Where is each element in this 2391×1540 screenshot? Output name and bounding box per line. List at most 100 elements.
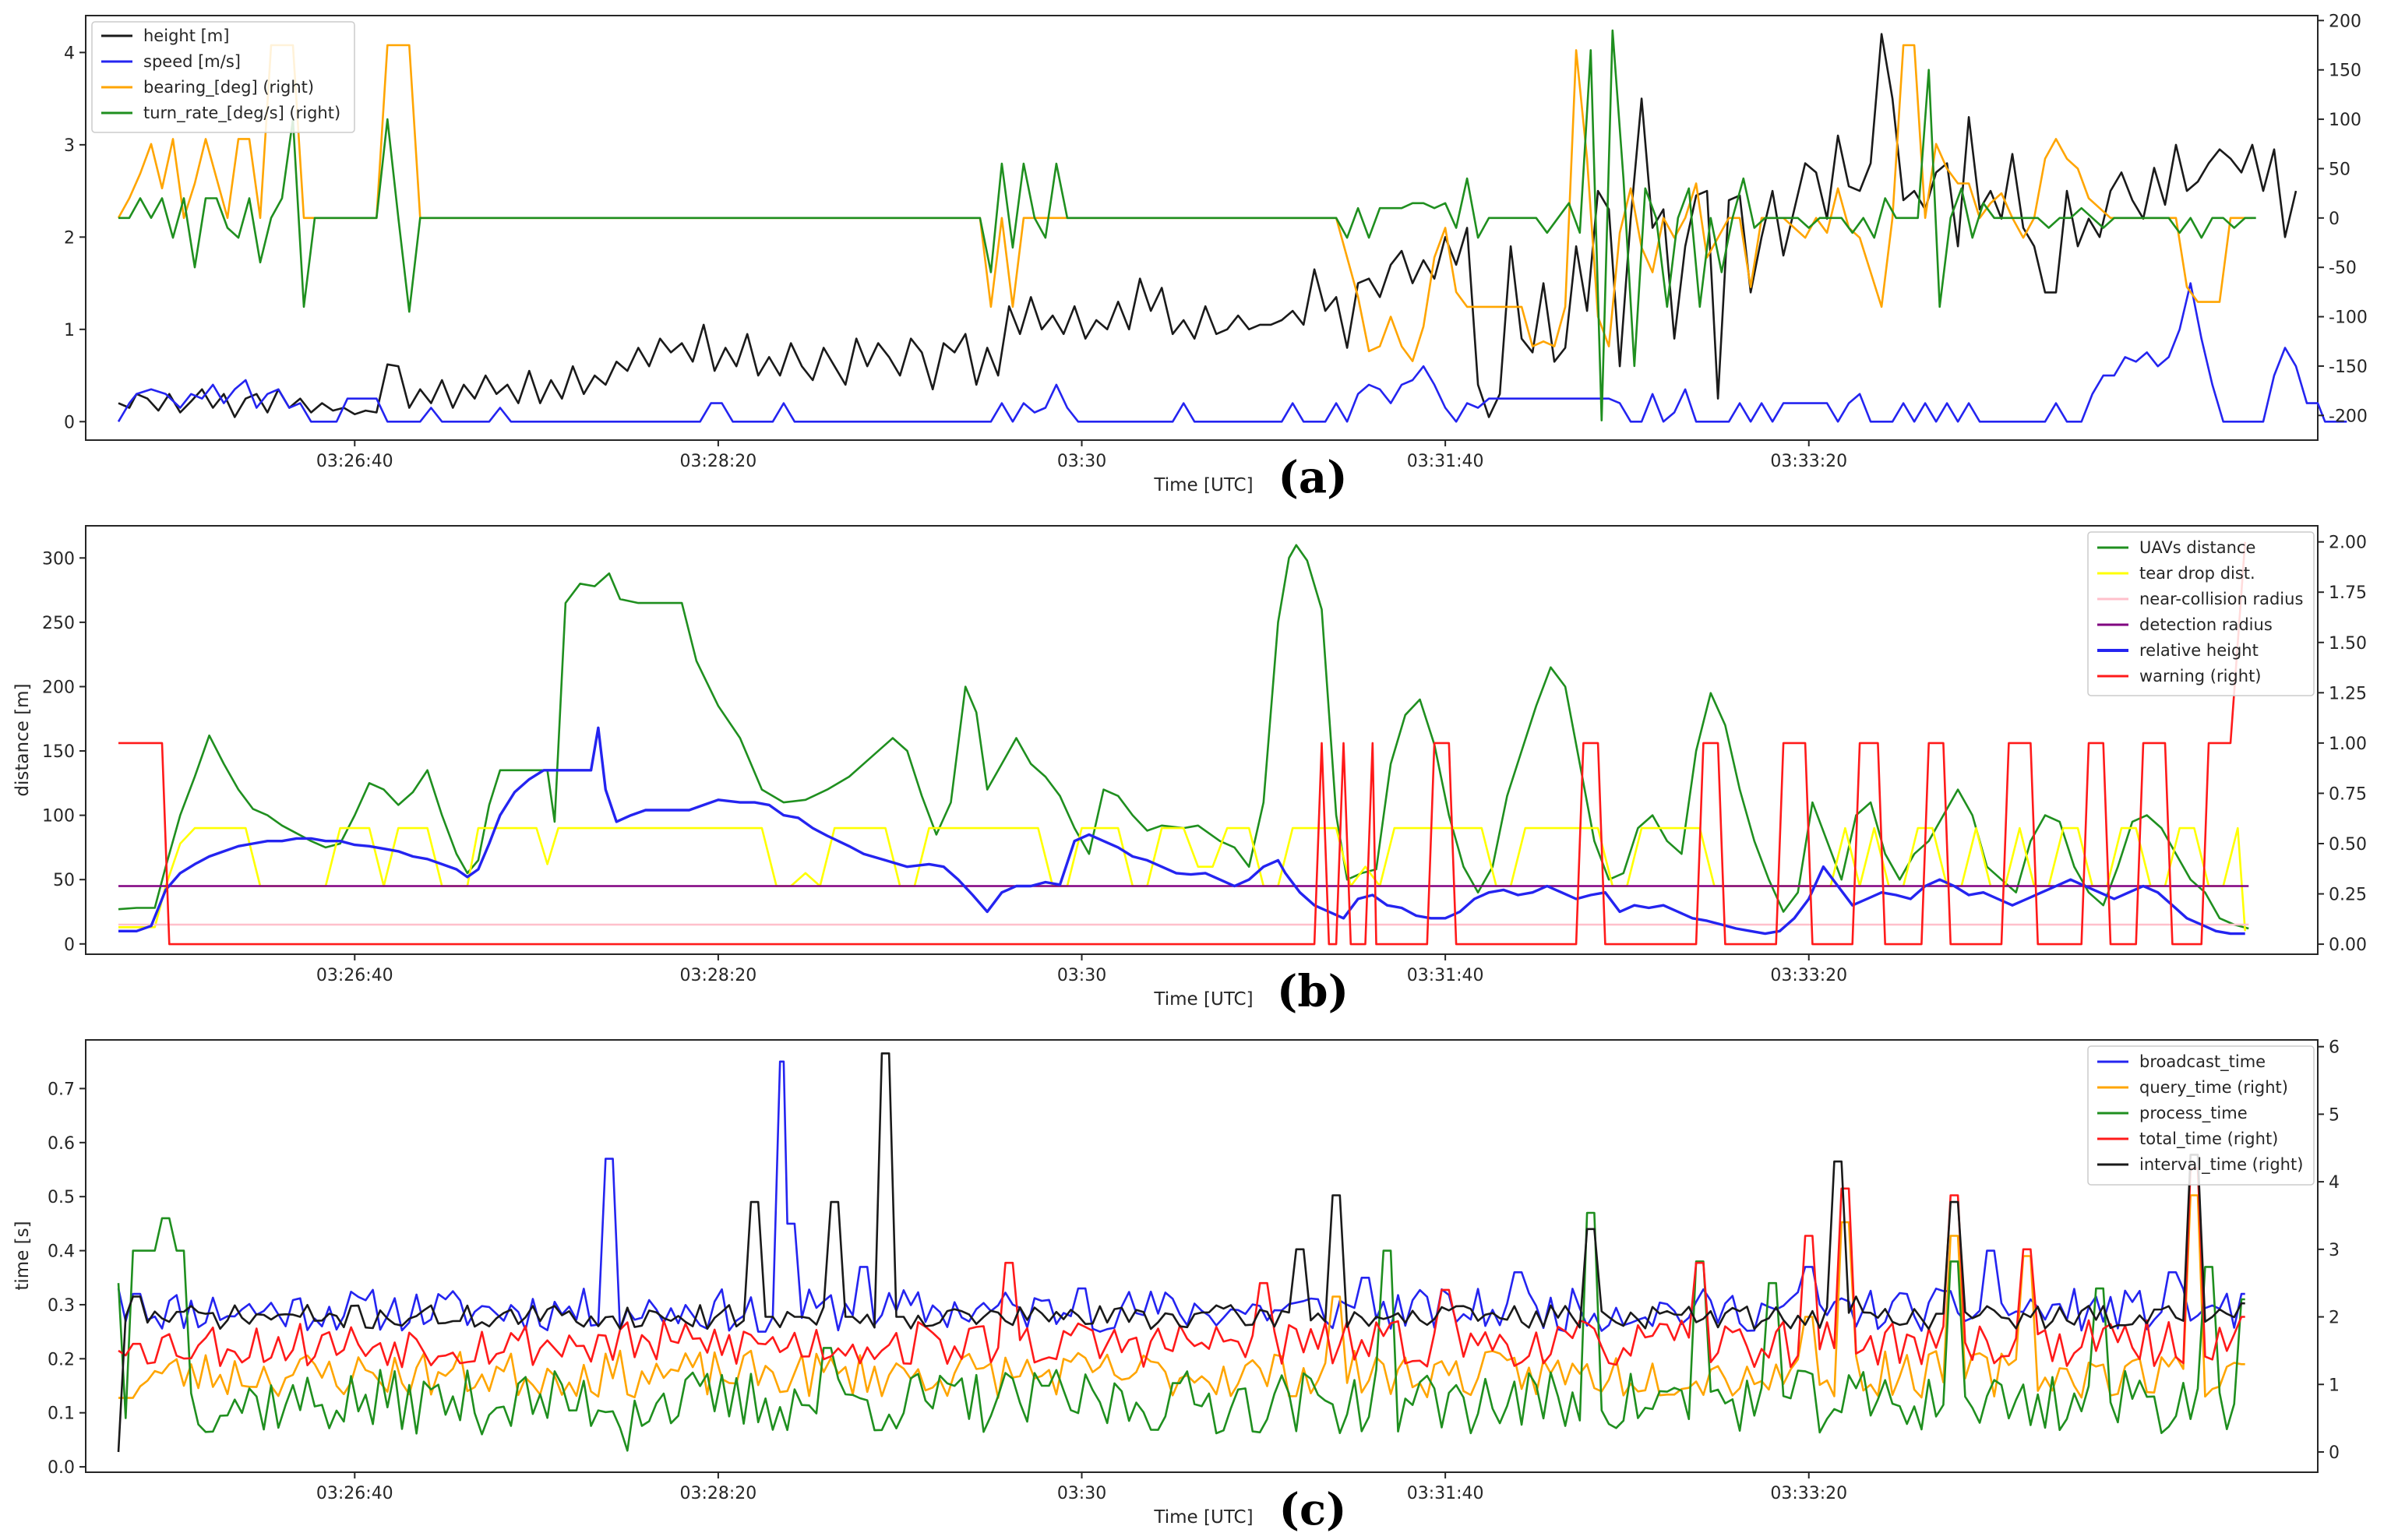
panel-a: 0 1 2 3 4 -200 -150 -100 -50 0 50 100 150 200 03:26:… [64, 12, 2368, 503]
panel-c-right-ticks: 0 1 2 3 4 5 6 [2318, 1038, 2340, 1463]
legend-label-near-collision: near-collision radius [2139, 590, 2303, 608]
y-right-tick-label: 1.25 [2329, 684, 2367, 703]
x-tick-label: 03:26:40 [316, 452, 393, 471]
series-line-relative-height [118, 726, 2245, 936]
y-right-tick-label: -100 [2329, 308, 2368, 328]
y-tick-label: 100 [42, 807, 75, 826]
y-right-tick-label: 100 [2329, 111, 2361, 130]
legend-label-bearing: bearing_[deg] (right) [143, 78, 314, 97]
y-tick-label: 0.7 [48, 1080, 75, 1099]
legend-label-total: total_time (right) [2139, 1129, 2278, 1149]
y-tick-label: 0.2 [48, 1350, 75, 1369]
y-right-tick-label: 2 [2329, 1309, 2340, 1328]
panel-c: 0.0 0.1 0.2 0.3 0.4 0.5 0.6 0.7 0 1 2 3 4 5 6 03:26:4… [12, 1038, 2340, 1535]
y-tick-label: 0 [64, 413, 75, 432]
panel-c-label: (c) [1278, 1484, 1346, 1535]
legend-label-turn-rate: turn_rate_[deg/s] (right) [143, 104, 340, 123]
y-tick-label: 150 [42, 742, 75, 762]
panel-c-frame [85, 1039, 2319, 1473]
panel-a-frame [85, 15, 2319, 441]
y-right-tick-label: 150 [2329, 62, 2361, 81]
series-line-tear-drop-dist [118, 826, 2246, 932]
panel-b-legend: UAVs distance tear drop dist. near-colli… [2087, 531, 2315, 696]
panel-c-legend: broadcast_time query_time (right) proces… [2087, 1045, 2315, 1186]
legend-label-detection: detection radius [2139, 615, 2273, 634]
series-line-warning-right [118, 541, 2246, 946]
y-tick-label: 0 [64, 936, 75, 955]
legend-label-height: height [m] [143, 26, 229, 45]
legend-label-query: query_time (right) [2139, 1078, 2288, 1098]
legend-label-uavs-distance: UAVs distance [2139, 538, 2255, 557]
x-tick-label: 03:28:20 [679, 966, 756, 985]
x-tick-label: 03:31:40 [1407, 1484, 1484, 1503]
x-tick-label: 03:26:40 [316, 1484, 393, 1503]
y-right-tick-label: 0 [2329, 1443, 2340, 1463]
y-right-tick-label: 1.75 [2329, 583, 2367, 603]
panel-b: 0 50 100 150 200 250 300 0.00 0.25 0.50 0.75 1.00 1… [12, 525, 2367, 1017]
y-right-tick-label: 50 [2329, 160, 2350, 179]
panel-b-legend-box [2087, 531, 2315, 696]
legend-label-relative-height: relative height [2139, 641, 2259, 660]
y-right-tick-label: 4 [2329, 1173, 2340, 1193]
x-tick-label: 03:31:40 [1407, 966, 1484, 985]
y-right-tick-label: 2.00 [2329, 534, 2367, 553]
y-tick-label: 0.4 [48, 1242, 75, 1262]
y-right-tick-label: 5 [2329, 1105, 2340, 1125]
panel-b-ylabel: distance [m] [12, 683, 33, 796]
y-right-tick-label: -150 [2329, 358, 2368, 377]
y-right-tick-label: 1.00 [2329, 735, 2367, 754]
x-tick-label: 03:33:20 [1770, 1484, 1847, 1503]
panel-a-lines [117, 29, 2347, 423]
y-right-tick-label: 0.25 [2329, 886, 2367, 905]
y-tick-label: 1 [64, 321, 75, 340]
y-tick-label: 2 [64, 228, 75, 248]
x-tick-label: 03:33:20 [1770, 966, 1847, 985]
y-tick-label: 0.5 [48, 1188, 75, 1207]
y-right-tick-label: 6 [2329, 1038, 2340, 1058]
panel-a-legend: height [m] speed [m/s] bearing_[deg] (ri… [91, 21, 355, 133]
x-tick-label: 03:31:40 [1407, 452, 1484, 471]
legend-label-process: process_time [2139, 1104, 2248, 1123]
panel-b-label: (b) [1277, 966, 1349, 1017]
x-tick-label: 03:28:20 [679, 1484, 756, 1503]
y-right-tick-label: -200 [2329, 407, 2368, 426]
y-right-tick-label: 1 [2329, 1376, 2340, 1395]
series-line-speed-m-s [117, 282, 2347, 423]
y-tick-label: 250 [42, 614, 75, 633]
y-right-tick-label: 0.75 [2329, 784, 2367, 804]
y-tick-label: 200 [42, 678, 75, 697]
series-line-uavs-distance [118, 544, 2249, 930]
series-line-query-time-right [118, 1194, 2245, 1399]
legend-label-interval: interval_time (right) [2139, 1155, 2303, 1175]
panel-b-x-ticks: 03:26:40 03:28:20 03:30 03:31:40 03:33:20 [316, 954, 1847, 985]
legend-label-warning: warning (right) [2139, 667, 2262, 685]
legend-label-speed: speed [m/s] [143, 52, 241, 71]
panel-a-right-ticks: -200 -150 -100 -50 0 50 100 150 200 [2318, 12, 2368, 426]
x-tick-label: 03:28:20 [679, 452, 756, 471]
panel-b-xlabel: Time [UTC] [1153, 989, 1253, 1010]
y-tick-label: 0.1 [48, 1404, 75, 1424]
series-line-turn-rate-deg-s-right [118, 29, 2256, 421]
y-right-tick-label: 200 [2329, 12, 2361, 31]
panel-c-left-ticks: 0.0 0.1 0.2 0.3 0.4 0.5 0.6 0.7 [48, 1080, 86, 1478]
panel-a-left-ticks: 0 1 2 3 4 [64, 44, 86, 432]
panel-c-x-ticks: 03:26:40 03:28:20 03:30 03:31:40 03:33:20 [316, 1472, 1847, 1503]
panel-a-xlabel: Time [UTC] [1153, 475, 1253, 495]
x-tick-label: 03:33:20 [1770, 452, 1847, 471]
panel-a-legend-box [91, 21, 355, 133]
y-tick-label: 300 [42, 549, 75, 569]
y-right-tick-label: -50 [2329, 259, 2357, 278]
series-line-total-time-right [118, 1167, 2245, 1369]
y-tick-label: 0.6 [48, 1134, 75, 1154]
y-right-tick-label: 1.50 [2329, 634, 2367, 654]
y-tick-label: 4 [64, 44, 75, 63]
x-tick-label: 03:30 [1057, 966, 1106, 985]
y-right-tick-label: 0.00 [2329, 936, 2367, 955]
panel-c-legend-box [2087, 1045, 2315, 1186]
x-tick-label: 03:30 [1057, 452, 1106, 471]
series-line-interval-time-right [117, 1052, 2245, 1453]
y-right-tick-label: 0 [2329, 210, 2340, 229]
y-tick-label: 3 [64, 136, 75, 156]
series-line-height-m [118, 33, 2298, 418]
